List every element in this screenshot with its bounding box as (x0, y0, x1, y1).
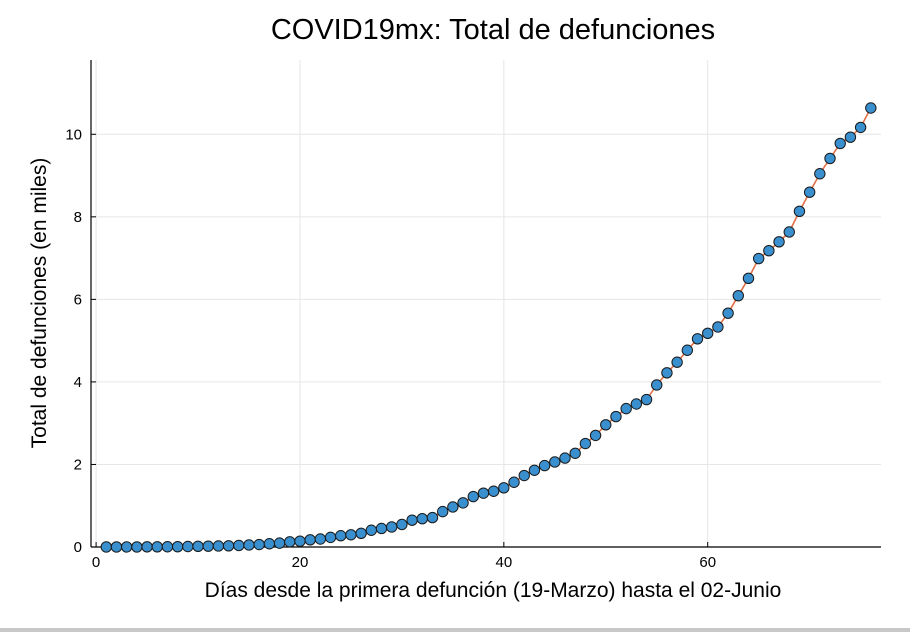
x-tick-label: 60 (699, 554, 716, 571)
y-tick-label: 10 (65, 126, 82, 143)
data-point (365, 524, 378, 536)
data-point (487, 485, 500, 497)
data-point (253, 538, 265, 551)
data-point (498, 482, 510, 494)
data-point (844, 131, 857, 143)
data-point (120, 541, 133, 553)
data-point (732, 289, 744, 302)
data-points (100, 102, 877, 553)
data-point (824, 152, 836, 165)
data-point (538, 459, 551, 472)
data-point (803, 186, 816, 198)
data-point (814, 168, 826, 180)
data-point (335, 530, 347, 542)
data-point (773, 236, 785, 248)
data-point (752, 252, 765, 265)
data-point (284, 536, 296, 548)
data-point (528, 464, 541, 476)
data-point (865, 102, 877, 114)
data-point (600, 419, 612, 431)
window-bottom-border (0, 628, 910, 632)
gridlines (91, 60, 881, 548)
y-tick-label: 8 (74, 209, 82, 226)
data-point (640, 393, 653, 406)
data-point (589, 429, 602, 442)
data-point (661, 367, 673, 379)
data-point (447, 501, 459, 513)
data-point (161, 541, 174, 553)
data-point (100, 541, 112, 553)
data-point (131, 541, 143, 553)
data-point (508, 476, 520, 488)
y-tick-label: 6 (74, 291, 82, 308)
y-tick-label: 2 (74, 456, 82, 473)
data-point (222, 540, 235, 552)
data-point (467, 490, 479, 503)
data-point (854, 121, 867, 134)
data-point (436, 505, 449, 518)
data-point (345, 529, 357, 541)
data-point (212, 540, 225, 552)
data-point (304, 534, 316, 546)
data-point (630, 398, 643, 410)
data-point (763, 245, 775, 257)
data-point (426, 511, 439, 524)
data-point (355, 527, 367, 539)
data-point (294, 535, 306, 547)
data-point (151, 541, 163, 553)
data-point (610, 410, 622, 423)
data-point (396, 518, 408, 531)
data-point (569, 447, 581, 459)
data-point (651, 379, 663, 391)
chart-title: COVID19mx: Total de defunciones (271, 14, 715, 46)
data-point (457, 497, 469, 509)
data-point (722, 307, 734, 319)
data-point (110, 541, 123, 553)
data-point (783, 226, 795, 238)
y-axis-label: Total de defunciones (en miles) (28, 158, 51, 449)
data-point (579, 437, 592, 450)
data-point (243, 539, 255, 551)
y-tick-label: 4 (74, 374, 82, 391)
data-point (620, 402, 632, 415)
data-point (324, 531, 337, 544)
x-axis-label: Días desde la primera defunción (19-Marz… (205, 579, 782, 602)
data-point (202, 540, 214, 552)
data-point (477, 487, 490, 499)
data-point (263, 538, 276, 550)
data-point (182, 540, 194, 553)
data-point (702, 327, 714, 340)
data-point (233, 539, 245, 552)
data-point (742, 272, 755, 285)
x-tick-label: 20 (292, 554, 309, 571)
data-point (314, 533, 327, 545)
y-tick-label: 0 (74, 539, 82, 556)
data-point (834, 137, 846, 150)
data-point (518, 469, 530, 482)
y-ticks: 0 2 4 6 8 10 (65, 126, 96, 556)
x-tick-label: 40 (495, 554, 512, 571)
data-point (712, 321, 724, 333)
data-point (141, 541, 153, 553)
data-point (549, 456, 561, 468)
data-point (793, 205, 806, 218)
data-point (681, 344, 694, 356)
data-point (273, 537, 286, 549)
series-line (106, 107, 872, 548)
data-point (386, 521, 398, 533)
data-point (375, 522, 388, 535)
data-point (406, 514, 418, 526)
data-point (671, 356, 683, 368)
x-tick-label: 0 (92, 554, 100, 571)
data-point (691, 333, 704, 345)
data-point (192, 540, 204, 553)
data-point (171, 540, 184, 553)
data-point (559, 452, 571, 464)
data-point (416, 512, 428, 525)
